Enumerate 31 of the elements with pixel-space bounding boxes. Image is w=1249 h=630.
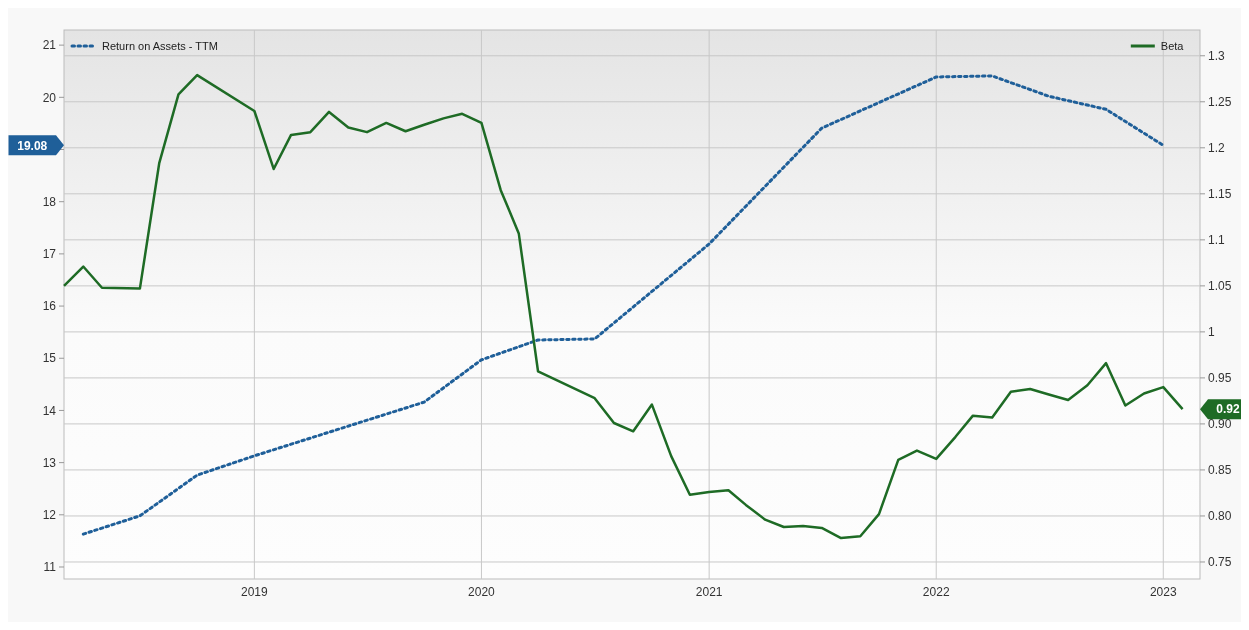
y-tick-label: 20 — [42, 90, 57, 105]
y2-tick-label: 1.05 — [1208, 279, 1232, 294]
y-tick-label: 21 — [42, 38, 57, 53]
y2-tick-label: 0.85 — [1208, 463, 1232, 478]
text: 19.08 — [17, 138, 48, 153]
text: 0.92 — [1216, 402, 1240, 417]
y2-tick-label: 0.95 — [1208, 371, 1232, 386]
y-tick-label: 14 — [42, 403, 57, 418]
y2-tick-label: 0.90 — [1208, 417, 1232, 432]
y-tick-label: 18 — [42, 194, 57, 209]
y2-tick-label: 1 — [1208, 325, 1215, 340]
y2-tick-label: 1.25 — [1208, 94, 1232, 109]
legend-label: Beta — [1160, 39, 1185, 52]
y2-tick-label: 0.80 — [1208, 509, 1232, 524]
y2-tick-label: 1.15 — [1208, 187, 1232, 202]
y2-tick-label: 0.75 — [1208, 555, 1232, 570]
x-tick-label: 2022 — [922, 585, 950, 599]
legend-label: Return on Assets - TTM — [102, 39, 218, 52]
y2-tick-label: 1.1 — [1208, 233, 1226, 248]
y-tick-label: 13 — [42, 455, 57, 470]
x-tick-label: 2023 — [1149, 585, 1177, 599]
y2-tick-label: 1.3 — [1208, 48, 1226, 63]
y-tick-label: 11 — [43, 560, 57, 575]
x-tick-label: 2020 — [468, 585, 496, 599]
y2-tick-label: 1.2 — [1208, 141, 1226, 156]
y-tick-label: 15 — [42, 351, 57, 366]
y-tick-label: 12 — [42, 508, 57, 523]
y-tick-label: 17 — [42, 247, 57, 262]
x-tick-label: 2021 — [695, 585, 723, 599]
y-tick-label: 16 — [42, 299, 57, 314]
x-tick-label: 2019 — [241, 585, 269, 599]
